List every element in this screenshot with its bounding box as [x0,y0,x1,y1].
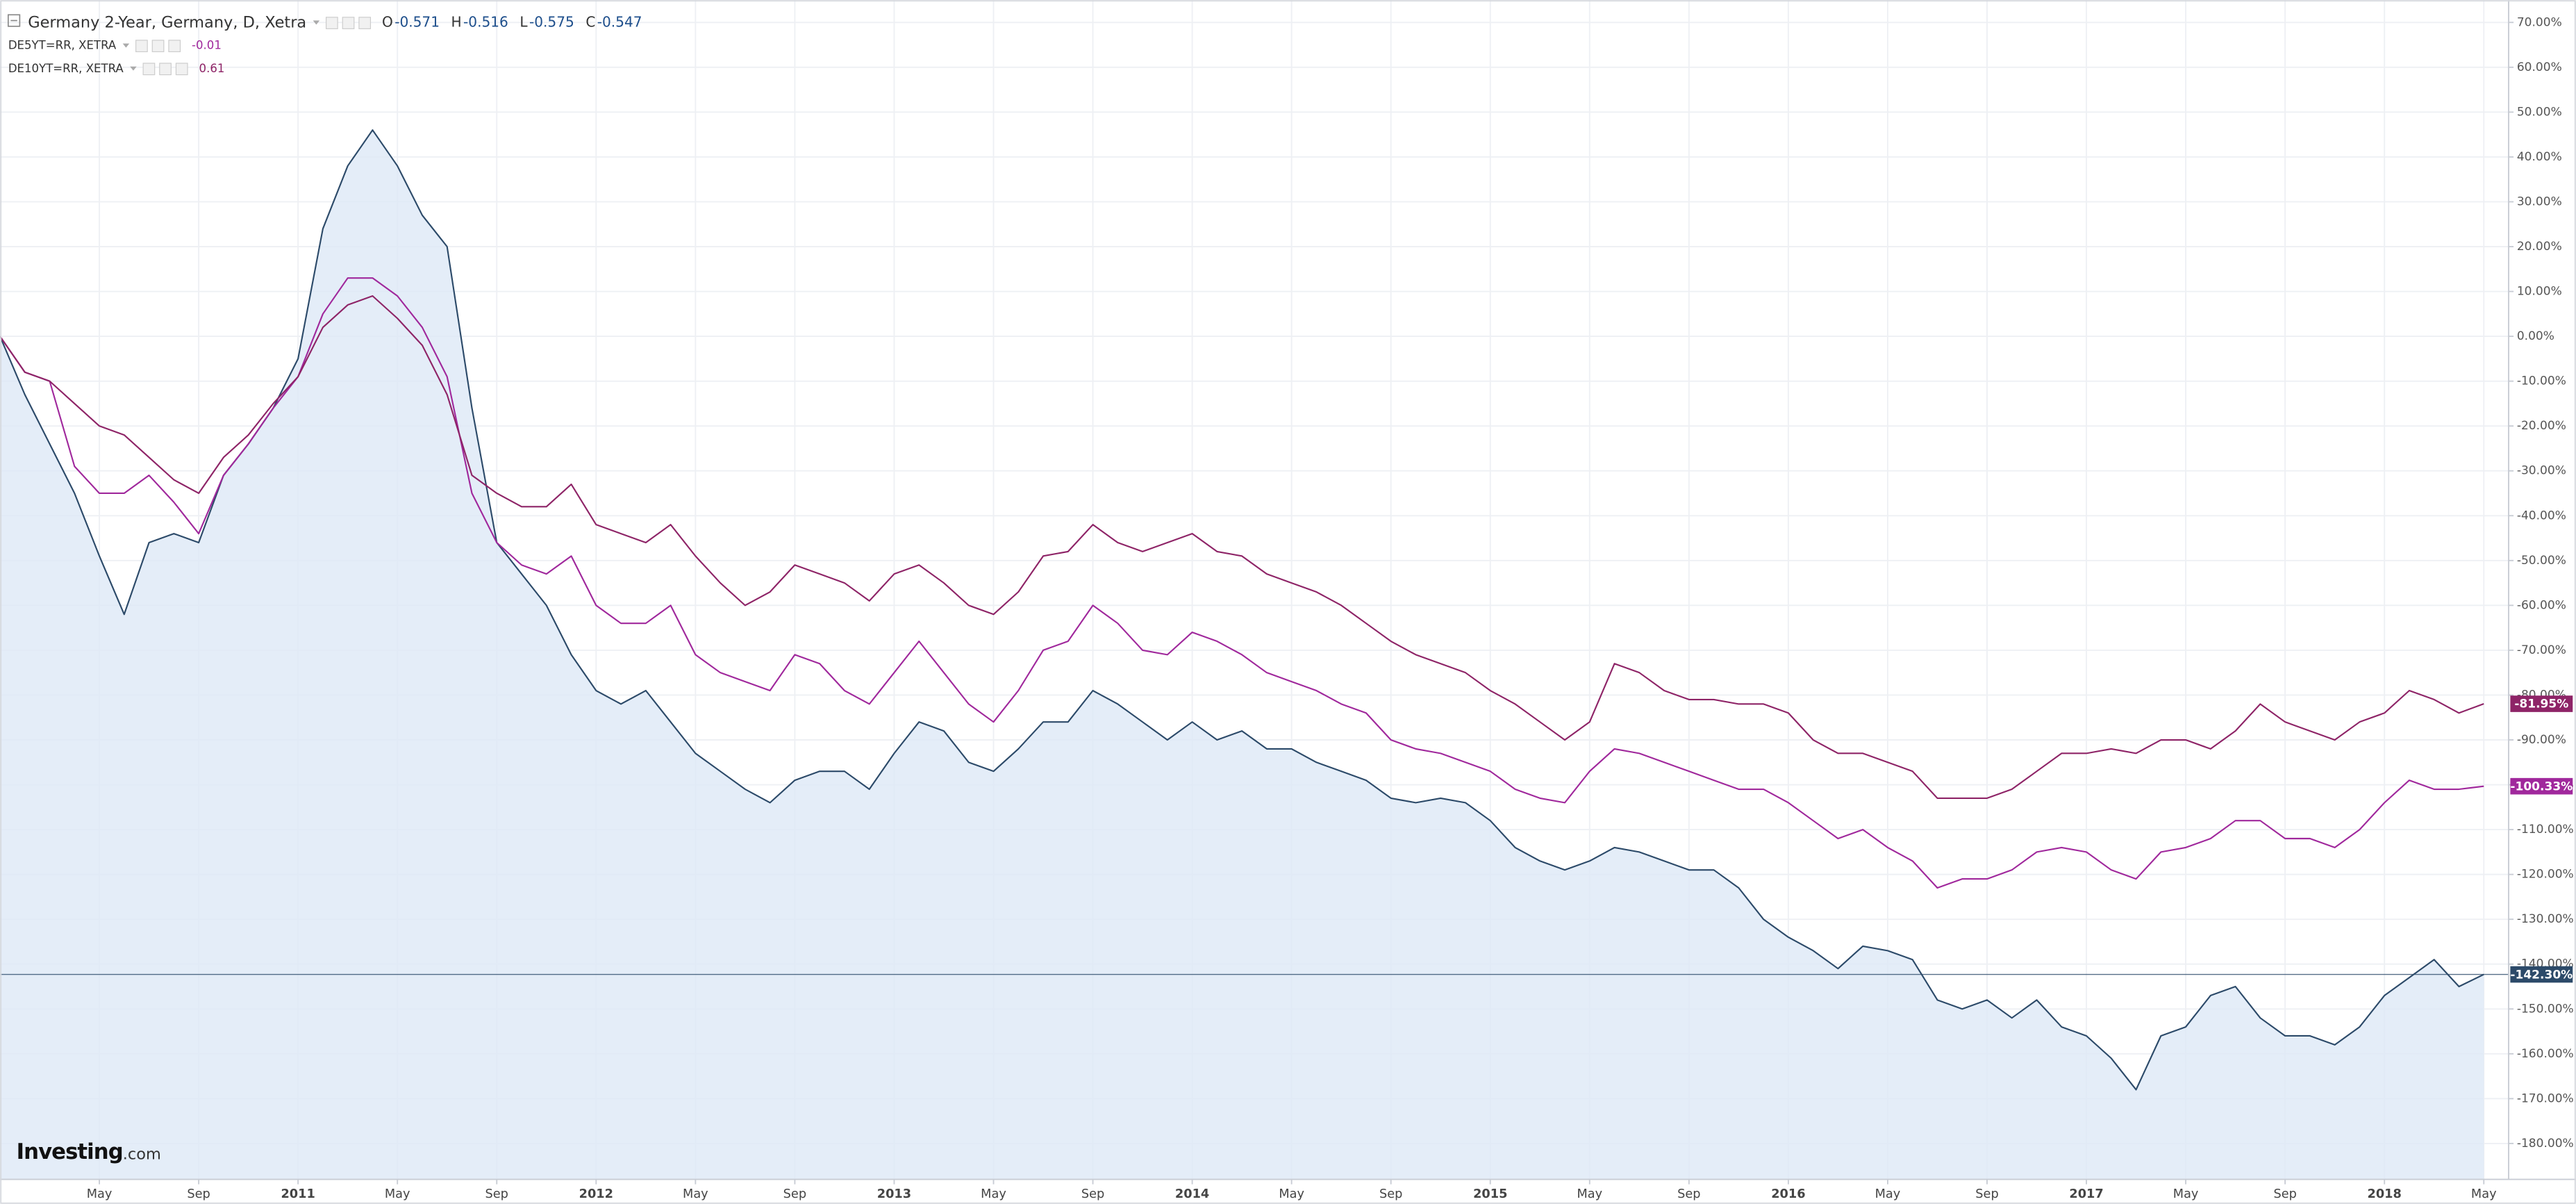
ohlc-label: C [585,14,595,31]
legend-dropdown [130,66,137,71]
last-value-label: -100.33% [2510,780,2573,793]
y-tick-label: -40.00% [2517,509,2566,522]
x-tick-label: May [1577,1187,1602,1201]
x-tick-label: 2013 [877,1187,911,1201]
y-tick-label: -110.00% [2517,823,2574,836]
y-tick-label: -10.00% [2517,374,2566,388]
x-tick-label: 2015 [1473,1187,1507,1201]
y-tick-label: -90.00% [2517,733,2566,747]
y-tick-label: -150.00% [2517,1002,2574,1016]
ohlc-label: H [451,14,462,31]
x-tick-label: 2014 [1175,1187,1209,1201]
x-tick-label: 2012 [579,1187,613,1201]
y-tick-label: 20.00% [2517,240,2562,254]
x-tick-label: May [87,1187,113,1201]
line [0,129,2484,1091]
x-tick-label: Sep [1081,1187,1104,1201]
y-tick-label: -160.00% [2517,1047,2574,1061]
legend-name: DE10YT=RR, XETRA [8,62,124,75]
collapse-icon[interactable] [7,14,21,27]
x-tick-label: May [385,1187,410,1201]
legend-icon [342,17,355,29]
x-tick-label: May [1279,1187,1304,1201]
legend-icon [175,63,188,76]
y-tick-label: 50.00% [2517,105,2562,119]
legend-name: DE5YT=RR, XETRA [8,39,117,52]
x-tick-label: 2016 [1771,1187,1805,1201]
legend-icon [325,17,338,29]
x-tick-label: May [683,1187,708,1201]
x-tick-label: May [981,1187,1006,1201]
y-tick-label: 0.00% [2517,329,2554,343]
legend-icon [159,63,172,76]
y-tick-label: -30.00% [2517,464,2566,478]
x-tick-label: Sep [1677,1187,1700,1201]
x-tick-label: May [1875,1187,1901,1201]
line [0,277,2484,889]
x-tick-label: Sep [2273,1187,2296,1201]
y-tick-label: 10.00% [2517,285,2562,299]
last-value-label: -142.30% [2510,968,2573,982]
y-tick-label: -20.00% [2517,419,2566,433]
x-tick-label: 2018 [2368,1187,2402,1201]
y-tick-label: 30.00% [2517,195,2562,208]
x-tick-label: Sep [187,1187,210,1201]
last-value-badge [2510,966,2573,983]
ohlc-label: O [382,14,393,31]
legend-icon [168,40,181,53]
y-tick-label: -50.00% [2517,554,2566,568]
y-tick-label: -60.00% [2517,598,2566,612]
legend-value: -0.01 [192,39,222,52]
legend-dropdown [313,20,320,25]
x-tick-label: Sep [783,1187,806,1201]
plot [0,129,2509,1180]
x-tick-label: May [2471,1187,2497,1201]
watermark-brand: Investing [17,1139,123,1164]
legend-icon [135,40,148,53]
legend-value: 0.61 [199,62,225,75]
last-value-label: -81.95% [2514,698,2568,711]
x-tick-label: Sep [1975,1187,1998,1201]
y-tick-label: -170.00% [2517,1091,2574,1105]
x-tick-label: Sep [485,1187,508,1201]
y-tick-label: 70.00% [2517,15,2562,29]
legend: Germany 2-Year, Germany, D, Xetra O -0.571… [7,14,642,76]
ohlc-value: -0.575 [529,14,574,31]
legend-dropdown [122,43,130,48]
watermark-suffix: .com [123,1146,161,1164]
y-tick-label: -180.00% [2517,1137,2574,1151]
area [0,130,2484,1180]
legend-icon [151,40,165,53]
legend-name: Germany 2-Year, Germany, D, Xetra [28,14,306,32]
x-tick-label: 2011 [281,1187,315,1201]
x-tick-label: Sep [1379,1187,1402,1201]
ohlc-value: -0.516 [463,14,508,31]
line [0,295,2484,799]
ohlc-value: -0.547 [597,14,642,31]
y-tick-label: -130.00% [2517,912,2574,926]
y-tick-label: 40.00% [2517,150,2562,164]
y-tick-label: -70.00% [2517,643,2566,657]
last-value-badge [2510,695,2573,712]
x-tick-label: May [2173,1187,2199,1201]
x-tick-label: 2017 [2069,1187,2103,1201]
y-tick-label: -120.00% [2517,868,2574,882]
legend-icon [142,63,156,76]
last-value-badge [2510,777,2573,795]
ohlc-value: -0.571 [394,14,440,31]
ohlc-label: L [520,14,528,31]
y-tick-label: 60.00% [2517,60,2562,74]
legend-icon [358,17,372,29]
